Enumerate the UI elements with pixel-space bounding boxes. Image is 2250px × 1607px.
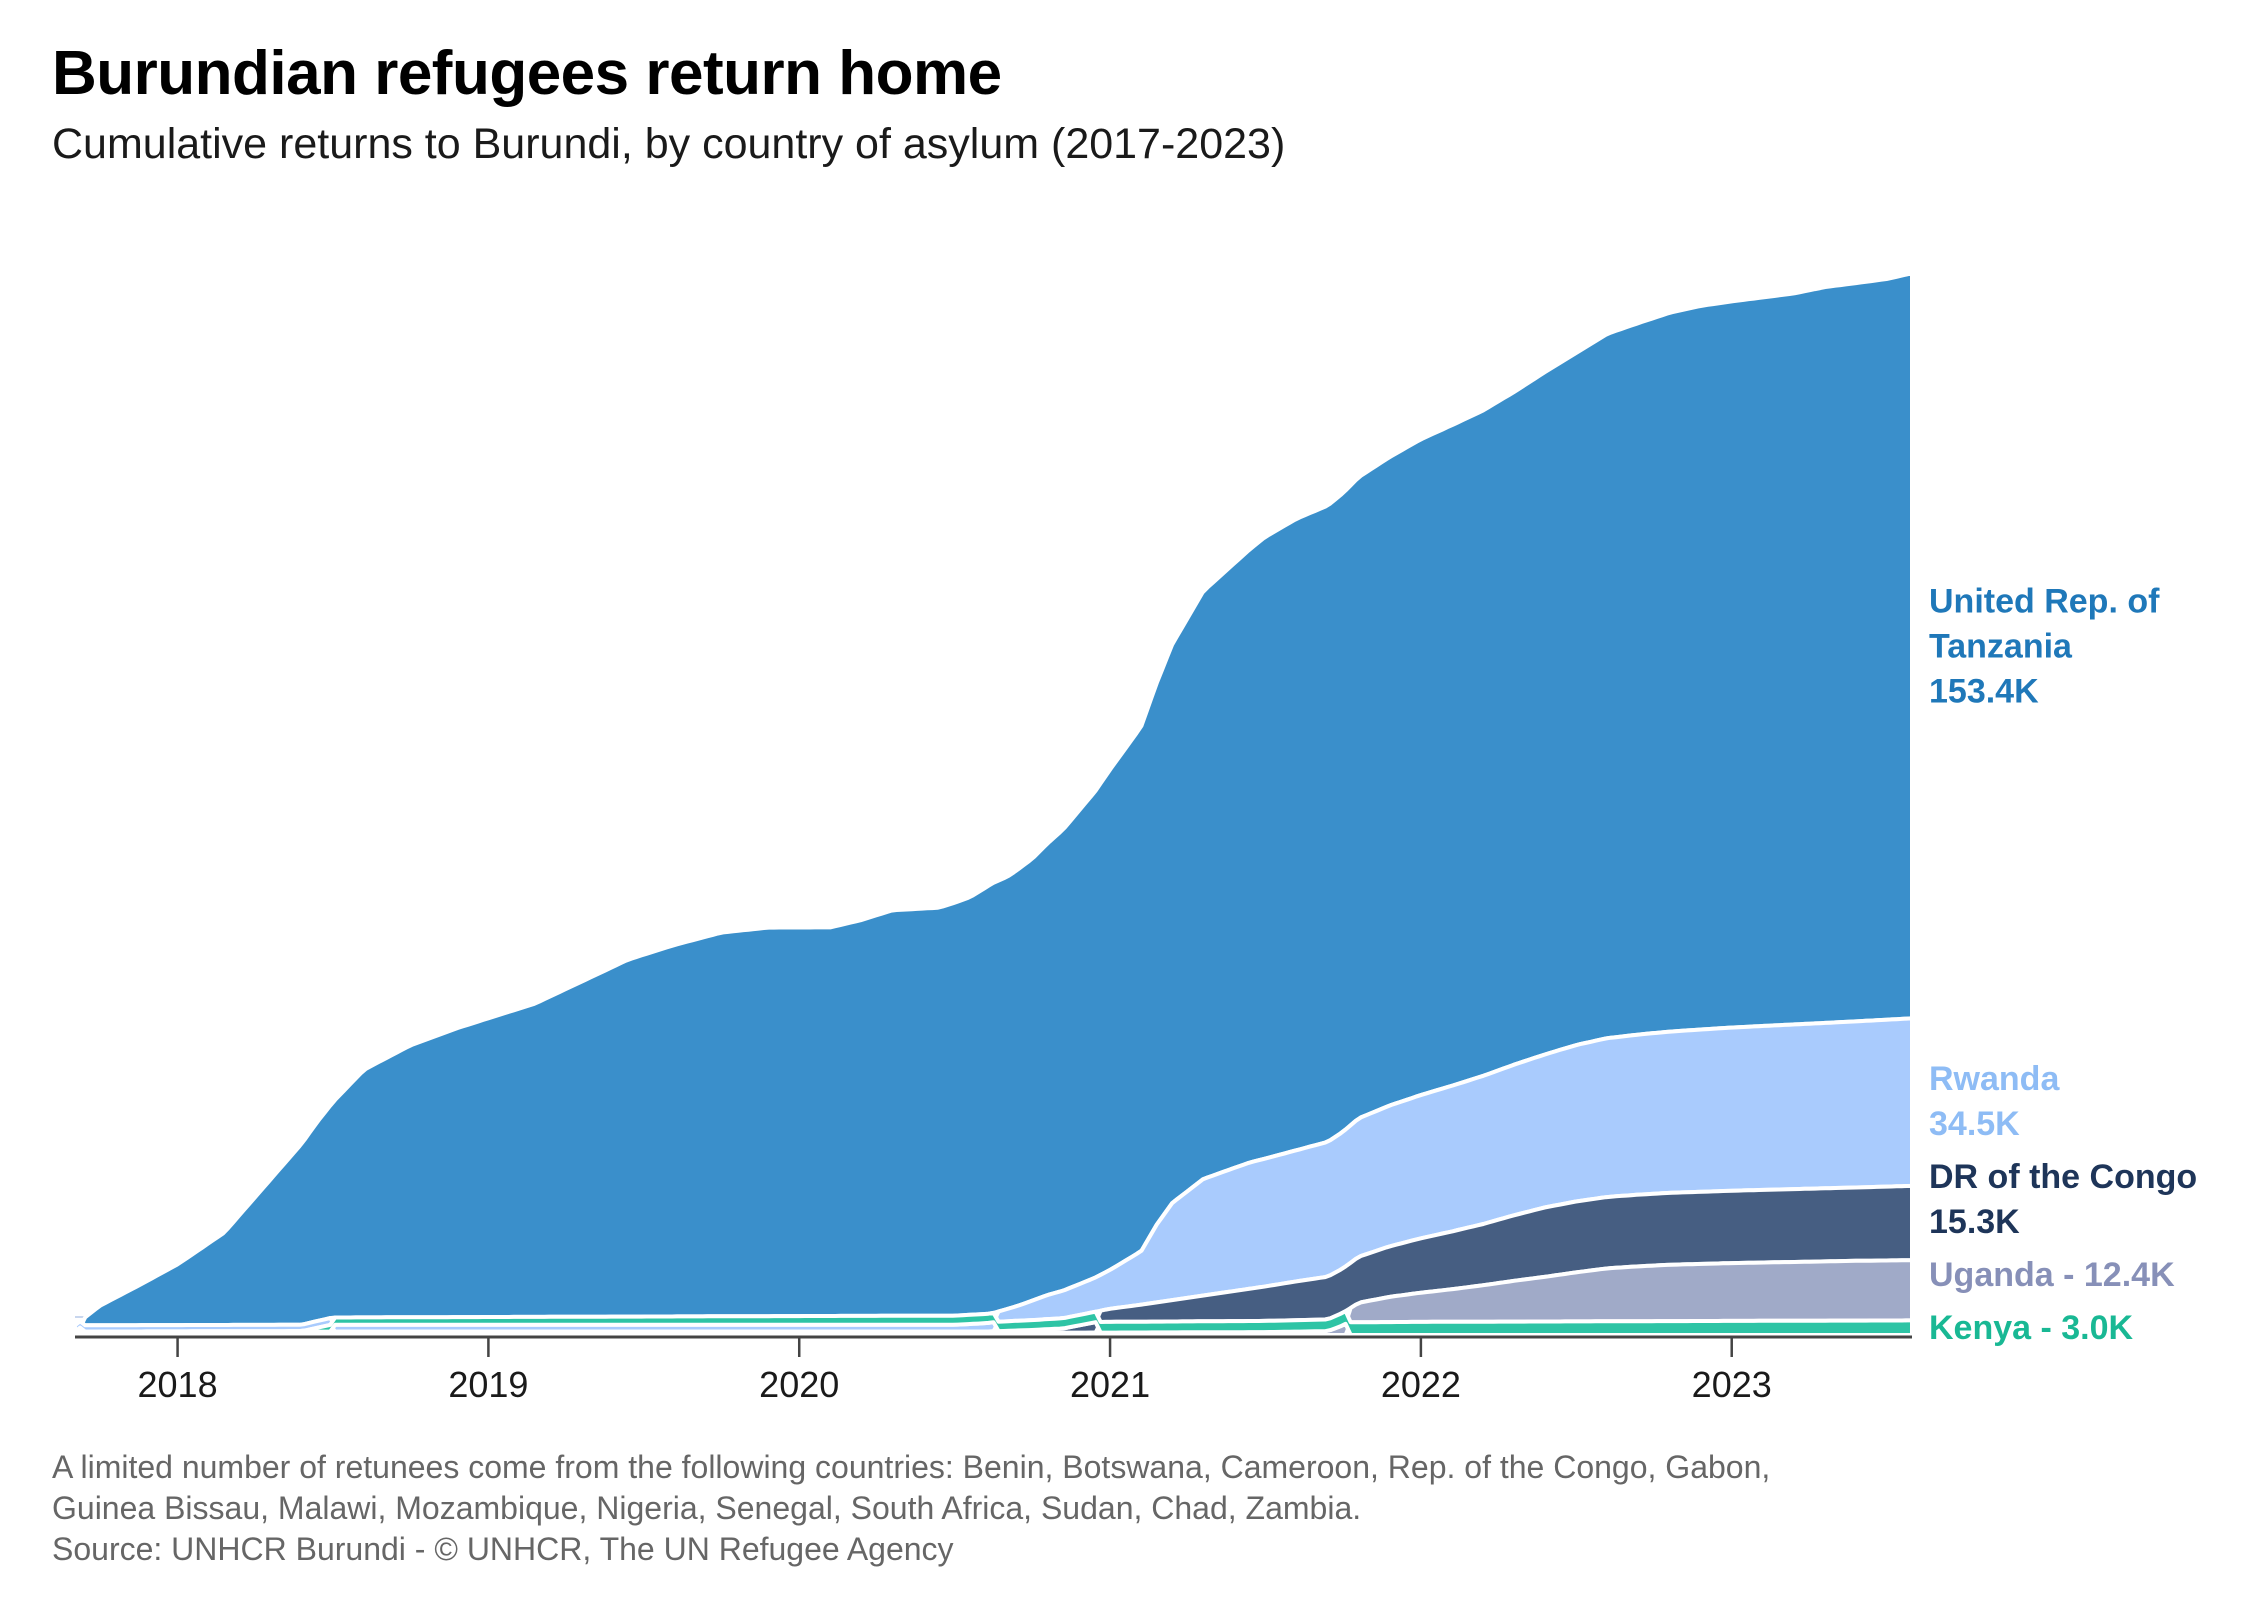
source-line: Source: UNHCR Burundi - © UNHCR, The UN … (52, 1531, 954, 1567)
series-label-line: 153.4K (1929, 672, 2039, 710)
x-tick-label: 2021 (1070, 1364, 1150, 1405)
x-tick-label: 2020 (759, 1364, 839, 1405)
chart-subtitle: Cumulative returns to Burundi, by countr… (52, 120, 1286, 168)
series-label-uganda: Uganda - 12.4K (1929, 1256, 2175, 1294)
x-tick-label: 2022 (1381, 1364, 1461, 1405)
series-label-line: 34.5K (1929, 1105, 2020, 1143)
area-band-kenya (73, 1309, 1914, 1337)
area-bands (73, 271, 1914, 1337)
series-label-dr-of-the-congo: DR of the Congo 15.3K (1929, 1158, 2197, 1241)
x-tick-label: 2023 (1692, 1364, 1772, 1405)
series-label-united-rep-of-tanzania: United Rep. of Tanzania 153.4K (1929, 582, 2160, 710)
chart-title: Burundian refugees return home (52, 39, 1002, 108)
series-label-line: Rwanda (1929, 1060, 2060, 1098)
series-label-line: Uganda - 12.4K (1929, 1256, 2175, 1294)
series-label-line: United Rep. of (1929, 582, 2160, 620)
x-axis: 2018 2019 2020 2021 2022 2023 (75, 1335, 1912, 1405)
footnote-line-1: A limited number of retunees come from t… (52, 1449, 1771, 1485)
x-tick-label: 2019 (448, 1364, 528, 1405)
series-label-rwanda: Rwanda 34.5K (1929, 1060, 2060, 1143)
footnote-line-2: Guinea Bissau, Malawi, Mozambique, Niger… (52, 1490, 1362, 1526)
footnote: A limited number of retunees come from t… (52, 1447, 1952, 1570)
series-label-line: Kenya - 3.0K (1929, 1309, 2134, 1347)
x-tick-label: 2018 (138, 1364, 218, 1405)
series-labels: Kenya - 3.0K Uganda - 12.4K DR of the Cong… (1929, 582, 2197, 1347)
series-label-line: 15.3K (1929, 1203, 2020, 1241)
series-label-line: DR of the Congo (1929, 1158, 2197, 1196)
chart-plot: 2018 2019 2020 2021 2022 2023 Kenya - 3.0K Uga… (73, 271, 2197, 1405)
series-label-kenya: Kenya - 3.0K (1929, 1309, 2134, 1347)
series-label-line: Tanzania (1929, 627, 2073, 665)
